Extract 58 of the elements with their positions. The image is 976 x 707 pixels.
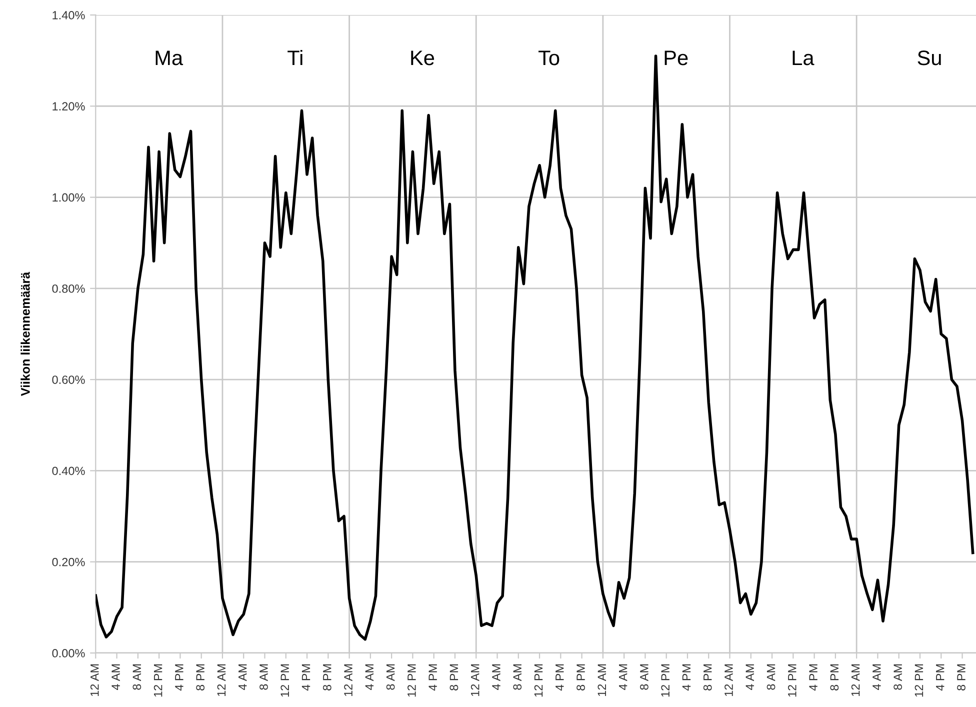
x-tick-label: 4 AM [238,664,247,690]
annotation: Pe [664,50,688,66]
annotation: Ti [288,50,302,66]
x-tick-label: 8 AM [260,664,268,690]
x-tick-label: 12 AM [217,664,226,696]
x-tick-label: 8 PM [196,664,204,690]
annotation: La [792,50,814,66]
x-tick-label: 4 PM [175,664,184,691]
annotation: Ma [156,50,184,66]
x-tick-label: 4 PM [809,664,818,691]
x-tick-label: 8 AM [132,664,142,690]
x-tick-label: 8 PM [322,664,332,690]
y-tick-label: 0.60% [52,376,85,384]
x-tick-label: 8 AM [894,664,902,690]
x-tick-label: 12 PM [661,664,670,697]
y-tick-label: 0.40% [52,466,85,476]
y-tick-label: 0.20% [52,558,85,566]
x-tick-label: 8 AM [386,664,395,690]
x-tick-label: 12 PM [408,664,416,697]
y-tick-label: 0.00% [52,649,85,658]
x-tick-label: 12 PM [788,664,796,697]
y-tick-label: 0.80% [52,284,85,293]
x-tick-label: 4 PM [556,664,564,691]
x-tick-label: 12 AM [724,664,733,696]
x-tick-label: 8 PM [450,664,458,690]
x-tick-label: 4 AM [492,664,500,690]
y-tick-label: 1.20% [52,102,85,111]
x-tick-label: 8 PM [957,664,966,690]
x-tick-label: 8 AM [513,664,522,690]
x-tick-label: 12 AM [344,664,352,696]
x-tick-label: 4 PM [302,664,310,691]
y-tick-label: 1.40% [52,11,85,20]
x-tick-label: 8 AM [766,664,776,690]
x-tick-label: 8 PM [830,664,839,690]
x-tick-label: 12 AM [90,664,99,696]
x-tick-label: 4 AM [872,664,881,690]
x-tick-label: 12 AM [470,664,480,696]
x-tick-label: 4 AM [619,664,628,690]
y-axis-title: Viikon liikennemäärä [20,272,30,396]
x-tick-label: 8 PM [703,664,712,690]
x-tick-label: 12 AM [598,664,606,696]
annotation: To [538,50,560,66]
x-tick-label: 8 AM [640,664,648,690]
x-tick-label: 12 PM [154,664,162,697]
x-tick-label: 4 AM [112,664,120,690]
x-tick-label: 4 AM [746,664,754,690]
x-tick-label: 12 PM [914,664,924,697]
x-tick-label: 4 PM [682,664,691,691]
annotation: Ke [411,50,434,66]
y-tick-label: 1.00% [52,193,85,202]
x-tick-label: 4 PM [936,664,944,691]
x-tick-label: 12 PM [280,664,289,697]
x-tick-label: 8 PM [576,664,585,690]
x-tick-label: 12 PM [534,664,543,697]
annotation: Su [918,50,941,66]
x-tick-label: 12 AM [851,664,860,696]
x-tick-label: 4 PM [428,664,437,691]
x-tick-label: 4 AM [365,664,374,690]
